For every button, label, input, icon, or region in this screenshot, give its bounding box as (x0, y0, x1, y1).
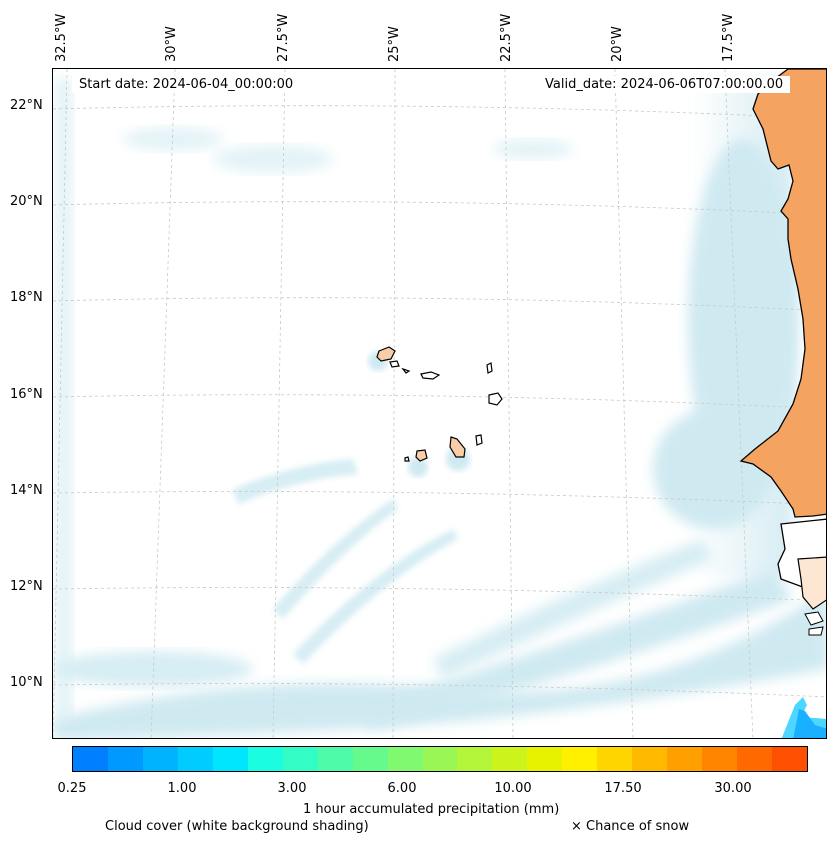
map-canvas (53, 69, 826, 738)
lat-label-18n: 18°N (10, 290, 43, 305)
colorbar-segment (107, 747, 143, 771)
island-santo-antao (376, 346, 396, 362)
colorbar-segment (422, 747, 458, 771)
cloud-cover-layer (53, 79, 826, 738)
colorbar-segment (597, 747, 633, 771)
lat-label-10n: 10°N (10, 675, 43, 690)
colorbar-segment (352, 747, 388, 771)
colorbar-tick-0.25: 0.25 (57, 781, 87, 796)
lat-label-12n: 12°N (10, 579, 43, 594)
lon-label-22.5w: 22.5°W (499, 13, 514, 62)
colorbar-tick-17.50: 17.50 (604, 781, 642, 796)
colorbar-segment (142, 747, 178, 771)
colorbar-segment (317, 747, 353, 771)
cape-verde-islands (376, 346, 503, 462)
island-santa-luzia (401, 367, 411, 374)
island-santiago (449, 436, 466, 458)
colorbar-segment (562, 747, 598, 771)
colorbar-segment (632, 747, 668, 771)
island-sao-vicente (389, 360, 400, 368)
bijagos-islands (804, 611, 824, 636)
colorbar-tick-30.00: 30.00 (714, 781, 752, 796)
precipitation-colorbar (72, 746, 808, 772)
island-fogo (415, 449, 428, 462)
colorbar-segment (492, 747, 528, 771)
lon-label-27.5w: 27.5°W (276, 13, 291, 62)
colorbar-segment (737, 747, 773, 771)
colorbar-segment (457, 747, 493, 771)
colorbar-segment (247, 747, 283, 771)
colorbar-tick-10.00: 10.00 (494, 781, 532, 796)
map-panel[interactable] (52, 68, 827, 739)
lat-label-14n: 14°N (10, 483, 43, 498)
colorbar-segment (282, 747, 318, 771)
colorbar-segment (527, 747, 563, 771)
colorbar-segment (212, 747, 248, 771)
colorbar-tick-1.00: 1.00 (167, 781, 197, 796)
island-maio (475, 434, 483, 446)
colorbar-segment (667, 747, 703, 771)
start-date-label: Start date: 2024-06-04_00:00:00 (72, 76, 301, 93)
lat-label-22n: 22°N (10, 98, 43, 113)
lon-label-17.5w: 17.5°W (721, 13, 736, 62)
lon-label-30w: 30°W (164, 26, 179, 62)
graticule (53, 69, 826, 738)
island-sao-nicolau (420, 371, 441, 380)
lat-label-16n: 16°N (10, 387, 43, 402)
africa-mainland (739, 69, 826, 518)
lon-label-32.5w: 32.5°W (54, 13, 69, 62)
colorbar-segment (702, 747, 738, 771)
guinea-bissau-coast (797, 556, 826, 610)
cloud-cover-legend: Cloud cover (white background shading) (105, 819, 369, 834)
lon-label-20w: 20°W (610, 26, 625, 62)
colorbar-segment (177, 747, 213, 771)
colorbar-tick-3.00: 3.00 (277, 781, 307, 796)
lon-label-25w: 25°W (387, 26, 402, 62)
colorbar-segment (387, 747, 423, 771)
valid-date-label: Valid_date: 2024-06-06T07:00:00.00 (538, 76, 791, 93)
lat-label-20n: 20°N (10, 194, 43, 209)
island-sal (486, 362, 493, 374)
colorbar-segment (772, 747, 808, 771)
island-boa-vista (488, 392, 503, 406)
island-brava (404, 456, 410, 462)
precipitation-area (781, 697, 826, 738)
snow-legend: × Chance of snow (571, 819, 690, 834)
colorbar-label: 1 hour accumulated precipitation (mm) (303, 802, 560, 817)
colorbar-segment (73, 747, 108, 771)
colorbar-tick-6.00: 6.00 (387, 781, 417, 796)
